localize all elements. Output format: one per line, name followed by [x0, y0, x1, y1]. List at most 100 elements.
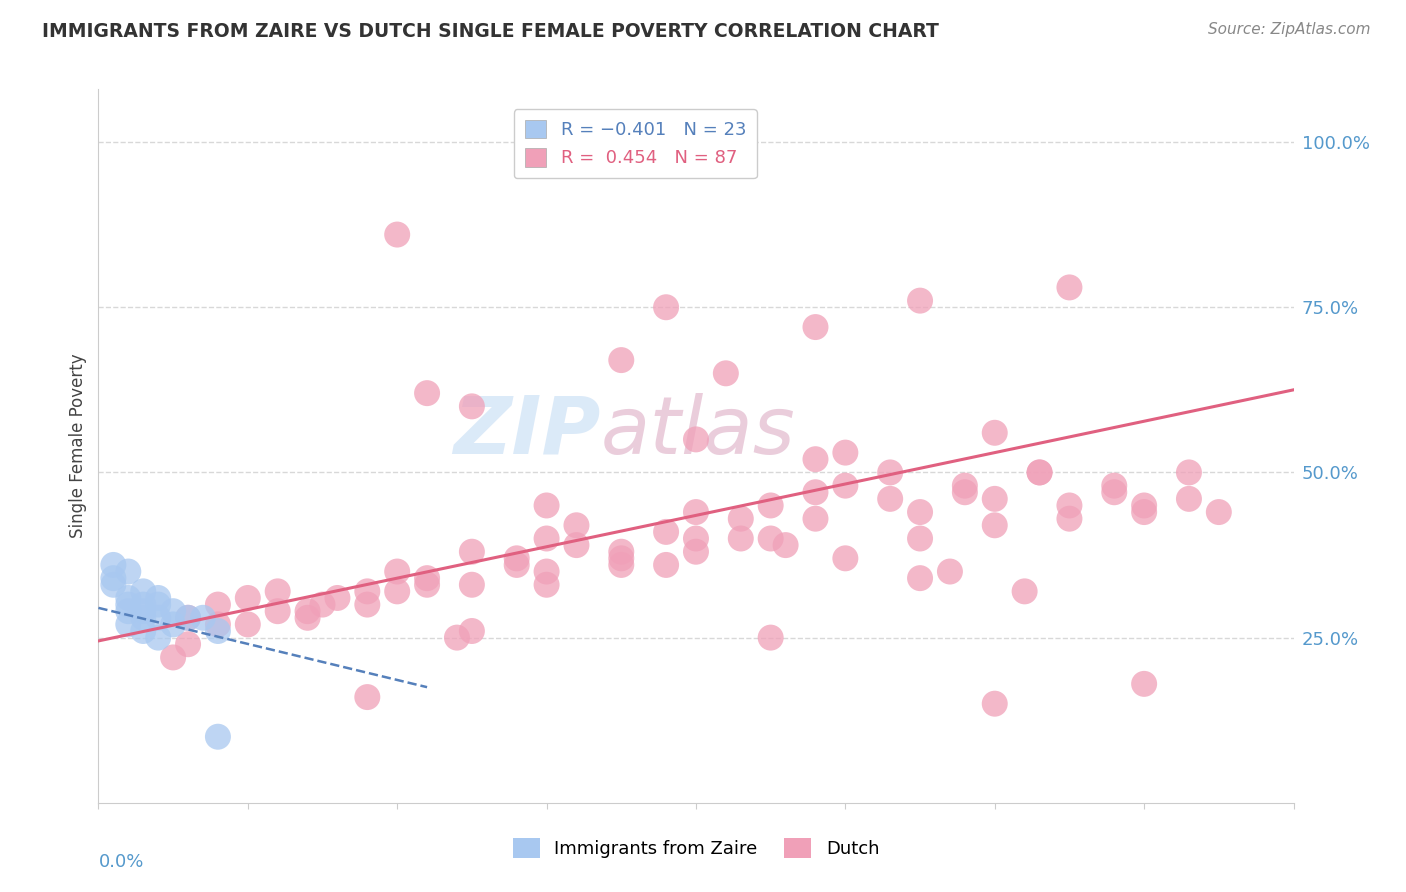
Point: [834, 478, 856, 492]
Point: [461, 624, 484, 638]
Point: [953, 478, 976, 492]
Point: [804, 320, 827, 334]
Point: [834, 551, 856, 566]
Point: [908, 532, 931, 546]
Point: [416, 386, 439, 401]
Point: [416, 578, 439, 592]
Point: [117, 598, 139, 612]
Point: [655, 558, 678, 572]
Point: [461, 400, 484, 414]
Point: [356, 690, 378, 704]
Y-axis label: Single Female Poverty: Single Female Poverty: [69, 354, 87, 538]
Point: [1133, 505, 1156, 519]
Point: [714, 367, 737, 381]
Point: [236, 617, 259, 632]
Point: [297, 611, 319, 625]
Point: [326, 591, 349, 605]
Point: [207, 624, 229, 638]
Point: [162, 617, 184, 632]
Point: [103, 578, 125, 592]
Point: [461, 578, 484, 592]
Point: [1014, 584, 1036, 599]
Point: [132, 624, 155, 638]
Point: [132, 611, 155, 625]
Point: [162, 604, 184, 618]
Point: [177, 611, 200, 625]
Point: [117, 591, 139, 605]
Point: [236, 591, 259, 605]
Point: [536, 578, 558, 592]
Point: [685, 545, 707, 559]
Point: [117, 604, 139, 618]
Point: [117, 617, 139, 632]
Text: 0.0%: 0.0%: [98, 853, 143, 871]
Text: ZIP: ZIP: [453, 392, 600, 471]
Point: [565, 538, 588, 552]
Point: [984, 518, 1007, 533]
Point: [1133, 499, 1156, 513]
Point: [879, 466, 901, 480]
Point: [834, 445, 856, 459]
Point: [297, 604, 319, 618]
Point: [356, 598, 378, 612]
Point: [207, 730, 229, 744]
Point: [1208, 505, 1230, 519]
Point: [685, 532, 707, 546]
Point: [148, 598, 170, 612]
Point: [536, 532, 558, 546]
Point: [207, 598, 229, 612]
Point: [655, 524, 678, 539]
Point: [804, 511, 827, 525]
Point: [356, 584, 378, 599]
Point: [148, 591, 170, 605]
Point: [759, 499, 782, 513]
Point: [1178, 491, 1201, 506]
Legend: Immigrants from Zaire, Dutch: Immigrants from Zaire, Dutch: [505, 830, 887, 865]
Point: [655, 300, 678, 314]
Text: Source: ZipAtlas.com: Source: ZipAtlas.com: [1208, 22, 1371, 37]
Point: [416, 571, 439, 585]
Point: [536, 499, 558, 513]
Point: [536, 565, 558, 579]
Point: [148, 611, 170, 625]
Point: [103, 558, 125, 572]
Point: [1028, 466, 1050, 480]
Point: [984, 491, 1007, 506]
Point: [759, 532, 782, 546]
Point: [1178, 466, 1201, 480]
Point: [565, 518, 588, 533]
Point: [132, 584, 155, 599]
Point: [1059, 511, 1081, 525]
Point: [685, 433, 707, 447]
Point: [775, 538, 797, 552]
Point: [1059, 280, 1081, 294]
Point: [1059, 499, 1081, 513]
Point: [1104, 485, 1126, 500]
Point: [461, 545, 484, 559]
Text: IMMIGRANTS FROM ZAIRE VS DUTCH SINGLE FEMALE POVERTY CORRELATION CHART: IMMIGRANTS FROM ZAIRE VS DUTCH SINGLE FE…: [42, 22, 939, 41]
Point: [610, 353, 633, 368]
Point: [311, 598, 333, 612]
Point: [804, 485, 827, 500]
Point: [908, 505, 931, 519]
Point: [207, 617, 229, 632]
Point: [939, 565, 962, 579]
Point: [191, 611, 214, 625]
Point: [385, 584, 409, 599]
Point: [610, 558, 633, 572]
Point: [610, 551, 633, 566]
Point: [506, 558, 529, 572]
Point: [1133, 677, 1156, 691]
Point: [730, 511, 752, 525]
Point: [132, 604, 155, 618]
Point: [267, 584, 290, 599]
Point: [1104, 478, 1126, 492]
Text: atlas: atlas: [600, 392, 796, 471]
Point: [759, 631, 782, 645]
Point: [446, 631, 468, 645]
Point: [685, 505, 707, 519]
Point: [879, 491, 901, 506]
Point: [132, 598, 155, 612]
Point: [1028, 466, 1050, 480]
Point: [117, 565, 139, 579]
